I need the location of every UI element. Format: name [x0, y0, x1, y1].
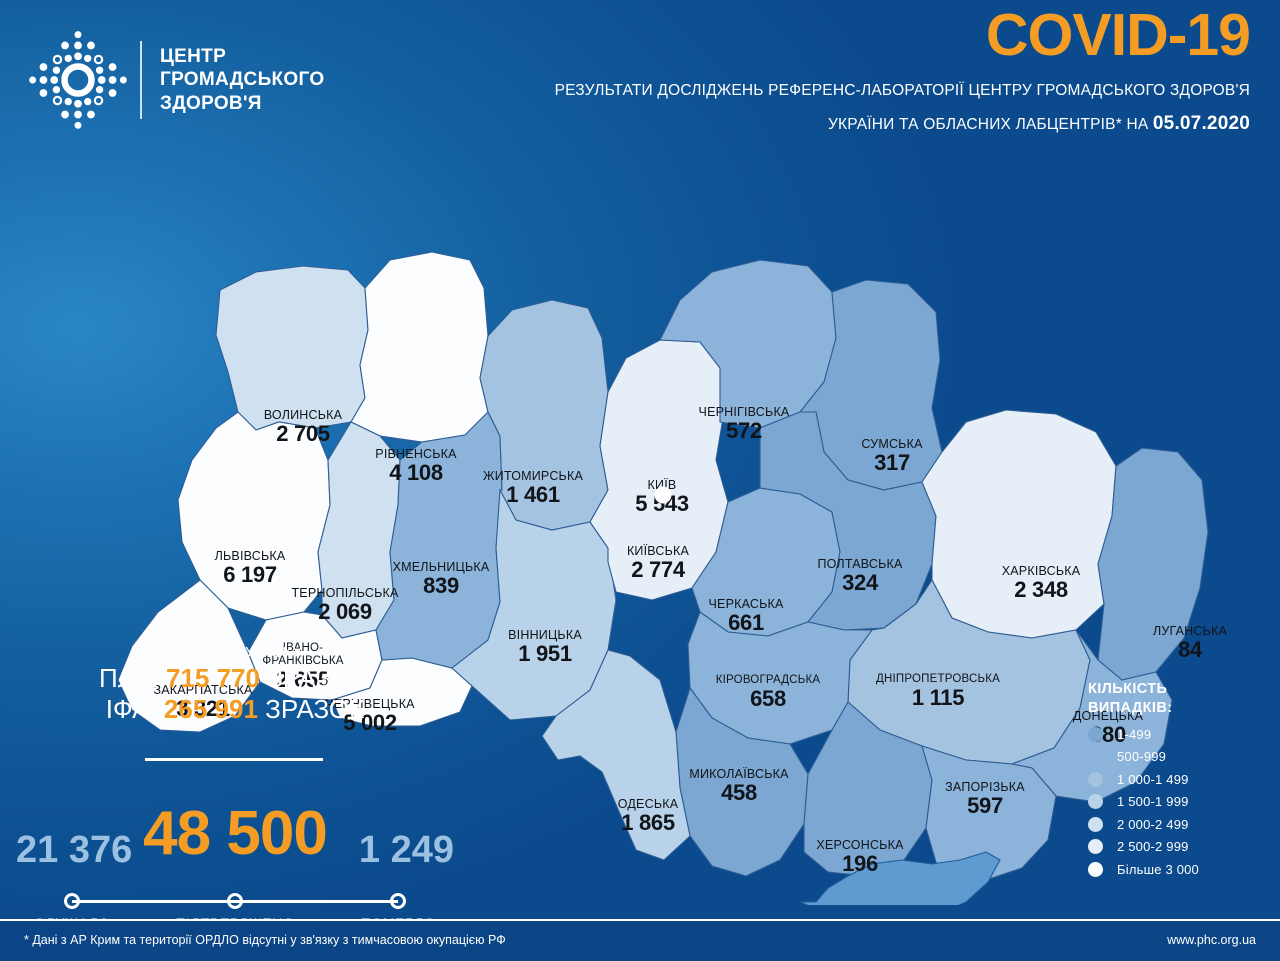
page-title: COVID-19	[985, 2, 1251, 68]
region-rivne[interactable]	[351, 252, 488, 442]
totals-block: 21 376 48 500 1 249 ОДУЖАЛО ПІДТВЕРДЖЕНО…	[0, 785, 470, 932]
legend-swatch-icon	[1088, 749, 1103, 765]
legend-row-3: 1 500-1 999	[1088, 791, 1268, 814]
legend-row-2: 1 000-1 499	[1088, 768, 1268, 791]
legend-title: КІЛЬКІСТЬ ВИПАДКІВ:	[1088, 681, 1173, 716]
ifa-value: 265 991	[163, 694, 258, 725]
legend-swatch-icon	[1088, 839, 1103, 855]
region-kharkiv[interactable]	[922, 410, 1116, 638]
legend-row-5: 2 500-2 999	[1088, 836, 1268, 859]
recovered-count: 21 376	[16, 829, 133, 871]
section-divider	[145, 758, 323, 761]
region-khmelnytskyi[interactable]	[376, 412, 502, 668]
footnote: * Дані з АР Крим та території ОРДЛО відс…	[24, 933, 506, 947]
pcr-row: ПЛР: 715 770 ЗРАЗКІВ	[99, 663, 371, 694]
legend-row-1: 500-999	[1088, 746, 1268, 769]
pcr-label: ПЛР:	[99, 663, 159, 693]
legend-label: 500-999	[1117, 749, 1167, 765]
legend-row-6: Більше 3 000	[1088, 858, 1268, 881]
dot-diamond-logo-icon	[29, 31, 127, 129]
legend-swatch-icon	[1088, 816, 1103, 832]
organization-name: ЦЕНТР ГРОМАДСЬКОГО ЗДОРОВ'Я	[160, 46, 325, 114]
region-volyn[interactable]	[216, 266, 368, 430]
region-crimea[interactable]	[799, 851, 1001, 905]
footer-rule	[0, 919, 1280, 921]
ifa-row: ІФА: 265 991 ЗРАЗОК	[99, 694, 371, 725]
subtitle-line-2: УКРАЇНИ ТА ОБЛАСНИХ ЛАБЦЕНТРІВ* НА 05.07…	[828, 113, 1250, 135]
region-ternopil[interactable]	[318, 422, 400, 638]
legend-swatch-icon	[1088, 771, 1103, 787]
region-zaporizhzhia[interactable]	[922, 746, 1056, 882]
logo-divider	[140, 41, 142, 119]
subtitle-line-2-text: УКРАЇНИ ТА ОБЛАСНИХ ЛАБЦЕНТРІВ* НА	[827, 116, 1153, 133]
timeline-dot-recovered	[64, 893, 80, 909]
legend-swatch-icon	[1088, 726, 1103, 742]
legend-label: 2 500-2 999	[1117, 839, 1189, 855]
legend-label: 1 000-1 499	[1117, 771, 1189, 787]
timeline-dot-died	[390, 893, 406, 909]
website-url[interactable]: www.phc.org.ua	[1167, 933, 1256, 947]
legend-swatch-icon	[1088, 861, 1103, 877]
region-zakarpattia[interactable]	[118, 580, 260, 732]
pcr-value: 715 770	[165, 663, 260, 693]
died-count: 1 249	[358, 829, 454, 871]
region-kyiv[interactable]	[590, 340, 728, 600]
legend-label: 1-499	[1117, 726, 1152, 742]
since-year-caption: З ПОЧАТКУ РОКУ	[167, 645, 303, 661]
ifa-unit: ЗРАЗОК	[265, 694, 365, 725]
legend-row-0: 1-499	[1088, 723, 1268, 746]
pcr-unit: ЗРАЗКІВ	[267, 663, 371, 693]
ifa-label: ІФА:	[105, 694, 157, 725]
totals-timeline	[0, 893, 470, 909]
since-beginning-of-year-block: З ПОЧАТКУ РОКУ ПЛР: 715 770 ЗРАЗКІВ ІФА:…	[99, 645, 371, 725]
report-date: 05.07.2020	[1152, 113, 1250, 134]
map-legend: КІЛЬКІСТЬ ВИПАДКІВ: 1-499 500-999 1 000-1 …	[1088, 680, 1268, 881]
kyiv-city-marker-icon	[654, 486, 672, 504]
region-odesa[interactable]	[542, 650, 690, 860]
legend-label: Більше 3 000	[1117, 861, 1199, 877]
legend-rows: 1-499 500-999 1 000-1 499 1 500-1 999 2 000-…	[1088, 723, 1268, 881]
organization-logo: ЦЕНТР ГРОМАДСЬКОГО ЗДОРОВ'Я	[24, 26, 324, 134]
timeline-dot-confirmed	[227, 893, 243, 909]
statistics-panel: З ПОЧАТКУ РОКУ ПЛР: 715 770 ЗРАЗКІВ ІФА:…	[0, 645, 470, 932]
footer: * Дані з АР Крим та території ОРДЛО відс…	[0, 921, 1280, 961]
legend-row-4: 2 000-2 499	[1088, 813, 1268, 836]
legend-label: 2 000-2 499	[1117, 816, 1189, 832]
legend-label: 1 500-1 999	[1117, 794, 1189, 810]
subtitle-line-1: РЕЗУЛЬТАТИ ДОСЛІДЖЕНЬ РЕФЕРЕНС-ЛАБОРАТОР…	[554, 82, 1250, 99]
region-luhansk[interactable]	[1098, 448, 1208, 680]
header: ЦЕНТР ГРОМАДСЬКОГО ЗДОРОВ'Я COVID-19 РЕЗ…	[0, 0, 1280, 158]
map-svg	[60, 160, 1225, 905]
legend-swatch-icon	[1088, 794, 1103, 810]
confirmed-count: 48 500	[143, 799, 328, 868]
